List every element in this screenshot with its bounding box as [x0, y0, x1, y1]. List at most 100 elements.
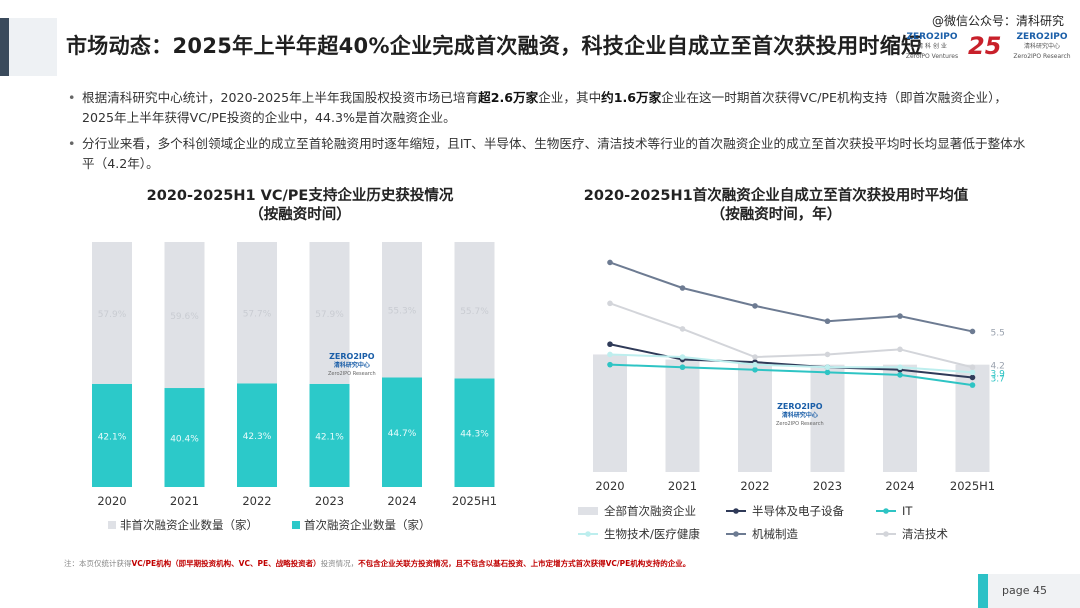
right-line-chart: 2020 2021 2022 2023 2024 2025H1 5.5 3.94.2 3.7 全部… [578, 259, 1006, 541]
point-series-4-0 [607, 300, 613, 307]
end-label-1: 3.9 [991, 369, 1006, 379]
bar-all-first-2023 [810, 364, 845, 472]
line-series-1 [609, 363, 973, 387]
left-chart-title-line2: （按融资时间） [249, 207, 351, 223]
chart-watermark-logo-0: ZERO2IPO 清科研究中心 Zero2IPO Research [328, 352, 376, 379]
summary-bullets: 根据清科研究中心统计，2020-2025年上半年我国股权投资市场已培育超2.6万… [68, 88, 1028, 180]
legend-label-2: IT [902, 504, 913, 518]
bar-label-nonfirst-2025H1: 55.7% [460, 307, 489, 317]
point-series-2-4 [897, 364, 903, 371]
footnote-red-1: VC/PE机构（即早期投资机构、VC、PE、战略投资者） [131, 559, 321, 568]
point-series-0-0 [607, 341, 613, 348]
title-accent-bar [0, 18, 9, 76]
wechat-watermark: @微信公众号：清科研究 [931, 14, 1064, 28]
bar-nonfirst-2023 [309, 242, 350, 384]
bar-nonfirst-2025H1 [454, 242, 495, 379]
page-number: page 45 [1002, 584, 1047, 597]
bar-all-first-2022 [738, 362, 772, 472]
legend-marker-5 [883, 531, 889, 537]
line-series-0 [609, 343, 973, 379]
point-series-4-1 [679, 326, 686, 332]
left-chart-title: 2020-2025H1 VC/PE支持企业历史获投情况 （按融资时间） [70, 187, 530, 225]
bar-first-2025H1 [454, 378, 495, 487]
bar-label-nonfirst-2024: 55.3% [388, 307, 417, 317]
bar-all-first-2025H1 [955, 364, 990, 472]
footnote-prefix: 注：本页仅统计获得 [64, 559, 132, 568]
point-series-2-5 [969, 369, 976, 376]
right-chart-title: 2020-2025H1首次融资企业自成立至首次获投用时平均值 （按融资时间，年） [548, 187, 1004, 225]
bar-all-first-2020 [593, 354, 627, 472]
bullet-1-bold-2: 约1.6万家 [601, 90, 662, 105]
line-series-2 [609, 353, 973, 374]
end-label-3: 3.7 [991, 374, 1005, 384]
bar-label-nonfirst-2021: 59.6% [170, 312, 199, 322]
legend-swatch-1 [292, 521, 300, 529]
legend-label-0: 全部首次融资企业 [604, 504, 696, 518]
chart-watermark-main-0: ZERO2IPO [329, 352, 375, 361]
legend-label-5: 清洁技术 [902, 527, 948, 541]
x-tick-2023: 2023 [813, 479, 842, 493]
x-tick-2020: 2020 [97, 494, 126, 508]
point-series-3-5 [969, 328, 976, 335]
legend-marker-1 [733, 508, 739, 514]
x-tick-2022: 2022 [740, 479, 769, 493]
point-series-2-3 [824, 364, 831, 371]
legend-marker-2 [883, 508, 889, 514]
chart-watermark-sub-1: 清科研究中心 [781, 412, 818, 419]
bar-first-2024 [382, 377, 422, 487]
point-series-2-2 [752, 361, 758, 368]
point-series-1-5 [969, 382, 976, 388]
line-series-4 [609, 302, 973, 369]
legend-swatch-0 [578, 507, 598, 515]
chart-watermark-main-1: ZERO2IPO [777, 402, 823, 411]
x-tick-2025H1: 2025H1 [950, 479, 995, 493]
legend-label-0: 非首次融资企业数量（家） [120, 518, 258, 532]
x-tick-2024: 2024 [387, 494, 416, 508]
chart-watermark-sub-0: 清科研究中心 [333, 362, 370, 369]
bar-first-2021 [164, 388, 205, 487]
footnote-mid: 投资情况， [320, 559, 359, 568]
bar-first-2023 [309, 383, 350, 487]
bar-nonfirst-2021 [164, 242, 205, 389]
logo1-text: ZERO2IPO [906, 32, 958, 42]
footnote-red-2: 不包含企业关联方投资情况，且不包含以基石投资、上市定增方式首次获得VC/PE机构… [358, 559, 691, 568]
logo1-sub: 清 科 创 业 [917, 43, 947, 50]
title-accent-block [9, 18, 57, 76]
logo3-sub: 清科研究中心 [1023, 43, 1060, 50]
bar-label-first-2021: 40.4% [170, 435, 199, 445]
bullet-2: 分行业来看，多个科创领域企业的成立至首轮融资用时逐年缩短，且IT、半导体、生物医… [68, 134, 1028, 174]
page-tab-accent [978, 574, 988, 608]
point-series-1-4 [897, 372, 903, 378]
legend-label-1: 半导体及电子设备 [752, 504, 844, 518]
zero2ipo-research-logo: ZERO2IPO 清科研究中心 Zero2IPO Research [1010, 32, 1074, 62]
chart-watermark-logo-1: ZERO2IPO 清科研究中心 Zero2IPO Research [776, 402, 824, 429]
bar-nonfirst-2022 [237, 242, 277, 384]
right-chart-title-line2: （按融资时间，年） [710, 207, 842, 223]
point-series-2-1 [679, 354, 686, 360]
bar-nonfirst-2020 [92, 242, 132, 384]
bar-first-2020 [92, 383, 132, 487]
legend-marker-4 [733, 531, 739, 537]
header-logos: ZERO2IPO 清 科 创 业 ZeroIPO Ventures 25 ZER… [902, 32, 1074, 66]
footnote: 注：本页仅统计获得VC/PE机构（即早期投资机构、VC、PE、战略投资者）投资情… [64, 558, 690, 569]
left-chart-title-line1: 2020-2025H1 VC/PE支持企业历史获投情况 [146, 188, 454, 204]
bullet-1-pre: 根据清科研究中心统计，2020-2025年上半年我国股权投资市场已培育 [82, 90, 479, 105]
chart-watermark-sub2-1: Zero2IPO Research [776, 421, 824, 427]
point-series-3-1 [679, 285, 686, 291]
point-series-3-3 [824, 318, 831, 325]
page-title: 市场动态：2025年上半年超40%企业完成首次融资，科技企业自成立至首次获投用时… [66, 34, 923, 58]
point-series-4-5 [969, 364, 976, 371]
bar-label-nonfirst-2020: 57.9% [98, 310, 127, 320]
x-tick-2023: 2023 [315, 494, 344, 508]
point-series-3-4 [897, 313, 903, 319]
left-stacked-bar-chart: 42.1% 57.9% 2020 40.4% 59.6% 2021 42.3% 57.7% 20… [92, 242, 497, 532]
x-tick-2024: 2024 [885, 479, 914, 493]
x-tick-2022: 2022 [242, 494, 271, 508]
bar-all-first-2024 [883, 364, 917, 472]
logo1-sub2: ZeroIPO Ventures [905, 53, 959, 60]
zero2ipo-ventures-logo: ZERO2IPO 清 科 创 业 ZeroIPO Ventures [902, 32, 962, 62]
bar-label-nonfirst-2022: 57.7% [243, 310, 272, 320]
point-series-1-3 [824, 369, 831, 376]
legend-label-1: 首次融资企业数量（家） [304, 518, 431, 532]
bar-label-nonfirst-2023: 57.9% [315, 310, 344, 320]
